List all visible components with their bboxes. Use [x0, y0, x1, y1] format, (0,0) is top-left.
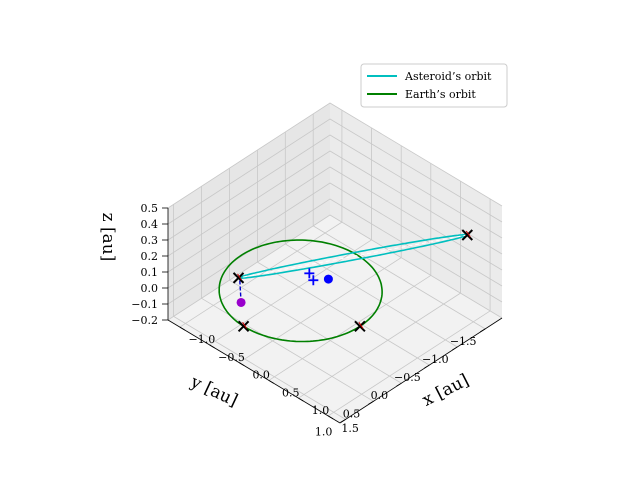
cross-stroke — [354, 320, 366, 333]
x-tick-mark — [298, 397, 304, 402]
cross-marker — [461, 229, 474, 241]
x-tick-label: 0.0 — [252, 369, 270, 382]
cross-stroke — [461, 229, 474, 241]
cross-marker — [237, 320, 250, 332]
orbit-markers — [232, 229, 474, 333]
grid-line-z — [167, 166, 503, 273]
z-tick-label: 0.0 — [141, 282, 159, 295]
plus-marker — [304, 268, 315, 279]
back-pane-xz — [330, 103, 502, 318]
x-tick-label: −0.5 — [218, 351, 245, 364]
z-tick-label: −0.1 — [131, 298, 158, 311]
y-axis-line — [339, 317, 503, 424]
x-tick-mark — [209, 344, 215, 349]
tick-labels: −1.0−0.50.00.51.01.51.00.50.0−0.5−1.0−1.… — [131, 202, 486, 438]
y-tick-mark — [368, 400, 374, 405]
cross-stroke — [237, 320, 250, 332]
dot-marker — [236, 297, 246, 307]
x-tick-label: 0.5 — [282, 386, 300, 399]
x-tick-mark — [268, 380, 275, 384]
y-tick-mark — [340, 419, 346, 423]
y-tick-mark — [396, 382, 402, 387]
cross-accent — [465, 230, 471, 238]
apsis-line — [238, 234, 468, 279]
cross-marker — [232, 272, 245, 284]
z-tick-label: 0.2 — [141, 250, 159, 263]
cross-stroke — [232, 272, 245, 284]
earth-orbit-line — [218, 239, 383, 343]
plus-marker — [308, 275, 319, 286]
legend: Asteroid’s orbit Earth’s orbit — [360, 63, 508, 108]
grid-line-z — [167, 214, 503, 321]
grid-line-z — [167, 198, 503, 305]
legend-label-asteroid: Asteroid’s orbit — [404, 70, 492, 83]
y-tick-mark — [452, 346, 458, 351]
z-tick-label: 0.3 — [141, 234, 159, 247]
x-tick-label: 1.5 — [341, 422, 359, 435]
dot-marker — [323, 274, 333, 284]
y-tick-label: 0.0 — [371, 389, 389, 402]
grid-line-z — [167, 102, 503, 209]
cross-accent — [358, 322, 364, 329]
y-tick-mark — [424, 364, 430, 369]
cross-accent — [242, 322, 247, 329]
axes-panes — [168, 103, 502, 423]
legend-box — [360, 63, 508, 108]
legend-label-earth: Earth’s orbit — [405, 88, 476, 101]
x-tick-label: 1.0 — [312, 404, 330, 417]
grid-line-z — [167, 150, 503, 257]
z-tick-label: 0.5 — [141, 202, 159, 215]
grid-line-z — [167, 182, 503, 289]
y-tick-mark — [480, 328, 486, 333]
floor-pane — [168, 215, 502, 423]
axis-lines — [167, 208, 503, 424]
z-tick-label: 0.1 — [141, 266, 159, 279]
grid-line-z — [167, 134, 503, 241]
x-tick-mark — [179, 326, 186, 331]
y-tick-label: 1.0 — [315, 425, 333, 438]
y-tick-label: −0.5 — [394, 371, 421, 384]
grid-line-z — [167, 118, 503, 225]
grid-lines — [167, 102, 503, 420]
y-tick-label: −1.0 — [422, 353, 449, 366]
x-tick-mark — [238, 362, 245, 366]
cross-accent — [237, 273, 242, 281]
x-tick-mark — [327, 415, 334, 420]
y-axis-label: y [au] — [187, 372, 241, 411]
cross-marker — [354, 320, 366, 333]
x-axis-line — [167, 319, 341, 424]
x-axis-label: x [au] — [419, 370, 472, 410]
z-tick-label: 0.4 — [141, 218, 159, 231]
x-tick-label: −1.0 — [189, 333, 216, 346]
z-axis-label: z [au] — [98, 213, 118, 262]
y-tick-label: −1.5 — [450, 335, 477, 348]
back-pane-yz — [168, 103, 330, 320]
y-tick-label: 0.5 — [343, 407, 361, 420]
z-tick-label: −0.2 — [131, 314, 158, 327]
